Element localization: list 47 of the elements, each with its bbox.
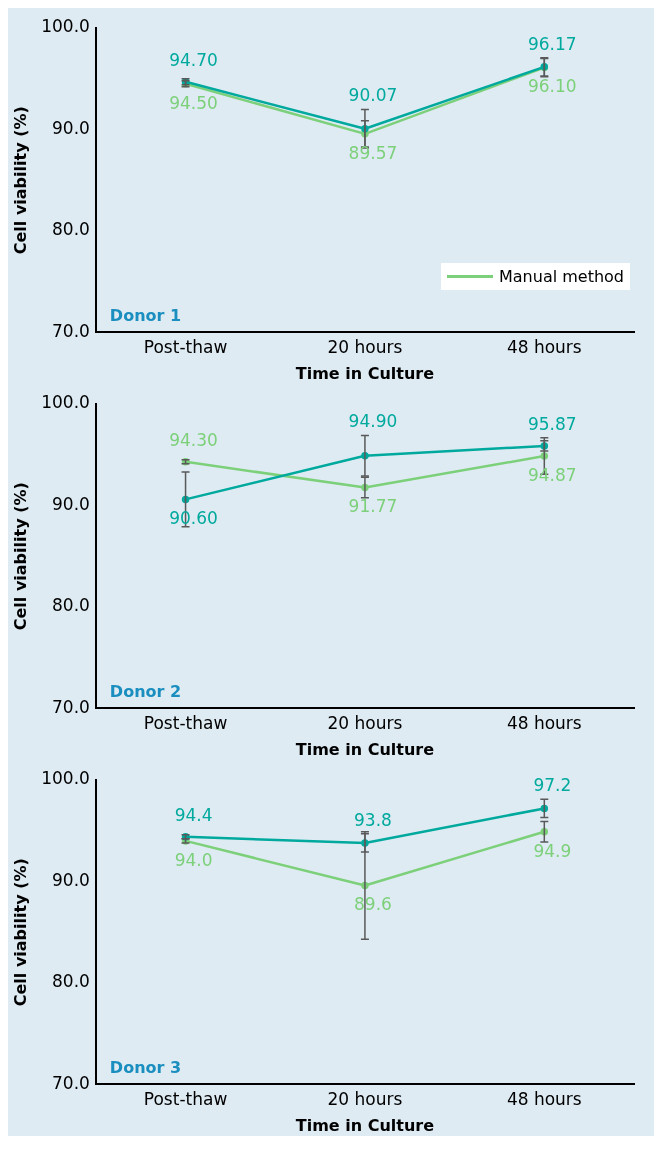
y-tick-label: 100.0	[41, 392, 90, 413]
data-label: 94.30	[169, 429, 218, 450]
y-tick-label: 70.0	[52, 696, 90, 717]
y-tick-label: 90.0	[52, 493, 90, 514]
legend-label: Manual method	[498, 267, 624, 286]
y-tick-label: 80.0	[52, 595, 90, 616]
y-axis-title: Cell viability (%)	[10, 106, 30, 255]
data-label: 94.9	[533, 840, 572, 861]
y-tick-label: 70.0	[52, 320, 90, 341]
x-tick-label: Post-thaw	[143, 1089, 228, 1110]
y-tick-label: 100.0	[41, 16, 90, 37]
y-axis-title: Cell viability (%)	[10, 482, 30, 631]
y-tick-label: 80.0	[52, 219, 90, 240]
data-label: 94.50	[169, 92, 218, 113]
x-tick-label: 48 hours	[506, 337, 582, 358]
x-tick-label: 48 hours	[506, 1089, 582, 1110]
annotation: Donor 2	[109, 681, 182, 701]
x-tick-label: 20 hours	[327, 713, 403, 734]
data-label: 93.8	[354, 809, 392, 830]
data-label: 96.10	[527, 76, 577, 97]
x-tick-label: 20 hours	[327, 337, 403, 358]
x-tick-label: 20 hours	[327, 1089, 403, 1110]
x-tick-label: 48 hours	[506, 713, 582, 734]
data-label: 90.07	[348, 85, 398, 106]
data-label: 97.2	[533, 775, 572, 796]
data-label: 94.0	[174, 849, 213, 870]
data-label: 94.90	[348, 411, 398, 432]
y-axis-title: Cell viability (%)	[10, 858, 30, 1007]
y-tick-label: 90.0	[52, 869, 90, 890]
x-tick-label: Post-thaw	[143, 337, 228, 358]
data-label: 91.77	[348, 496, 398, 517]
x-tick-label: Post-thaw	[143, 713, 228, 734]
annotation: Donor 1	[109, 305, 182, 325]
y-tick-label: 70.0	[52, 1072, 90, 1093]
y-tick-label: 90.0	[52, 117, 90, 138]
y-tick-label: 100.0	[41, 768, 90, 789]
data-label: 89.57	[348, 142, 398, 163]
data-label: 96.17	[527, 33, 577, 54]
annotation: Donor 3	[109, 1057, 182, 1077]
x-axis-title: Time in Culture	[295, 739, 435, 759]
y-tick-label: 80.0	[52, 971, 90, 992]
data-label: 94.4	[174, 804, 213, 825]
data-label: 94.70	[169, 49, 218, 70]
data-label: 95.87	[527, 413, 577, 434]
x-axis-title: Time in Culture	[295, 1115, 435, 1135]
x-axis-title: Time in Culture	[295, 363, 435, 383]
data-label: 94.87	[527, 464, 577, 485]
